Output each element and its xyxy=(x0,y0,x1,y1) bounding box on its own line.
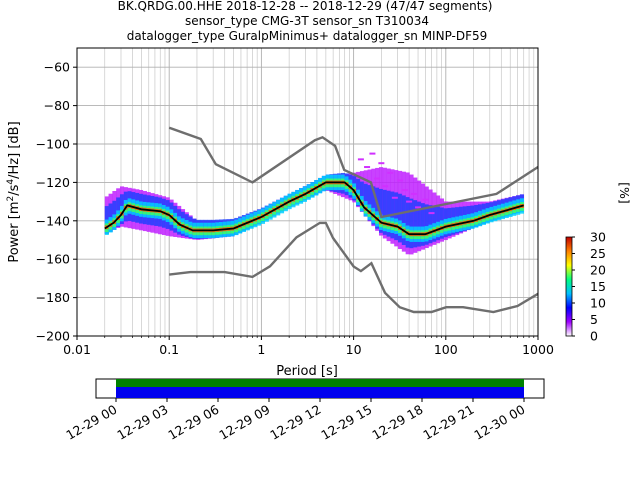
y-tick-label: −200 xyxy=(36,329,70,344)
timeline-tick-label: 12-29 12 xyxy=(267,402,323,443)
ppsd-outliers xyxy=(357,152,435,215)
title-line-1: BK.QRDG.00.HHE 2018-12-28 -- 2018-12-29 … xyxy=(118,0,493,13)
density-cell xyxy=(386,190,391,237)
mode-curve-line xyxy=(104,181,524,236)
colorbar-tick-label: 30 xyxy=(590,230,606,245)
density-cell xyxy=(420,203,425,246)
density-cell xyxy=(409,198,414,249)
colorbar-label: [%] xyxy=(617,182,632,204)
colorbar-tick-label: 5 xyxy=(590,312,598,327)
x-tick-label: 10 xyxy=(346,342,362,357)
density-cell xyxy=(367,185,372,221)
y-tick-label: −180 xyxy=(36,290,70,305)
y-tick-label: −160 xyxy=(36,252,70,267)
density-cell xyxy=(398,193,403,243)
y-tick-label: −140 xyxy=(36,213,70,228)
main-plot: 0.01 0.1 1 10 100 1000 −200 −180 −160 −140 −120 −1… xyxy=(36,47,554,357)
plot-frame xyxy=(76,47,539,337)
timeline-tick-label: 12-30 00 xyxy=(471,402,527,443)
outlier-point xyxy=(428,212,435,215)
density-cell xyxy=(375,187,380,229)
density-cell xyxy=(424,204,429,245)
x-axis-title: Period [s] xyxy=(276,364,338,379)
y-axis-title: Power [m2/s4/Hz] [dB] xyxy=(6,121,22,262)
density-cell xyxy=(378,188,384,233)
density-cell xyxy=(405,197,410,248)
y-tick-label: −60 xyxy=(44,60,70,75)
timeline-band-data xyxy=(116,387,524,398)
timeline-tick-label: 12-29 03 xyxy=(114,402,170,443)
outlier-point xyxy=(387,171,394,174)
title-line-3: datalogger_type GuralpMinimus+ datalogge… xyxy=(127,29,488,43)
density-cell xyxy=(401,195,406,245)
timeline-tick-label: 12-29 00 xyxy=(63,402,119,443)
outlier-point xyxy=(391,196,398,199)
ylabel-text: Power [m xyxy=(7,201,22,262)
ylabel-superscript: 2 xyxy=(6,196,16,202)
outlier-point xyxy=(422,198,429,201)
x-tick-label: 0.01 xyxy=(63,342,91,357)
outlier-point xyxy=(401,189,408,192)
ylabel-text: /Hz] [dB] xyxy=(7,121,22,179)
y-axis-ticks: −200 −180 −160 −140 −120 −100 −80 −60 xyxy=(36,60,77,344)
colorbar-tick-label: 15 xyxy=(590,279,606,294)
outlier-point xyxy=(378,162,385,165)
timeline-tick-label: 12-29 15 xyxy=(318,402,374,443)
outlier-point xyxy=(382,185,389,188)
y-tick-label: −120 xyxy=(36,175,70,190)
high-noise-model-line xyxy=(168,126,539,219)
density-cell xyxy=(428,205,433,244)
title-line-2: sensor_type CMG-3T sensor_sn T310034 xyxy=(185,14,429,28)
colorbar-tick-label: 0 xyxy=(590,329,598,344)
colorbar-tick-label: 10 xyxy=(590,296,606,311)
x-tick-label: 1 xyxy=(257,342,265,357)
x-axis-ticks: 0.01 0.1 1 10 100 1000 xyxy=(63,336,554,357)
colorbar-tick-label: 20 xyxy=(590,263,606,278)
density-cell xyxy=(363,183,368,217)
density-cell xyxy=(382,189,387,235)
x-tick-label: 100 xyxy=(434,342,458,357)
ylabel-superscript: 4 xyxy=(6,179,16,185)
timeline-tick-label: 12-29 21 xyxy=(420,402,476,443)
outlier-point xyxy=(374,177,381,180)
density-cell xyxy=(394,192,399,241)
density-cell xyxy=(417,201,422,247)
low-noise-model-line xyxy=(169,221,539,314)
x-tick-label: 1000 xyxy=(522,342,554,357)
timeline-tick-label: 12-29 09 xyxy=(216,402,272,443)
x-tick-label: 0.1 xyxy=(159,342,179,357)
outlier-point xyxy=(364,166,371,169)
density-cell xyxy=(413,200,418,248)
y-tick-label: −100 xyxy=(36,137,70,152)
colorbar-tick-label: 25 xyxy=(590,246,606,261)
noise-models xyxy=(168,126,539,314)
colorbar-gradient xyxy=(565,236,573,337)
outlier-point xyxy=(357,158,364,161)
density-cell xyxy=(371,186,376,225)
outlier-point xyxy=(410,192,417,195)
mode-curve xyxy=(104,181,524,236)
timeline-band-used xyxy=(116,379,524,387)
timeline-tick-label: 12-29 18 xyxy=(369,402,425,443)
outlier-point xyxy=(415,206,422,209)
ylabel-text: /s xyxy=(7,184,22,195)
outlier-point xyxy=(369,152,376,155)
outlier-point xyxy=(397,179,404,182)
y-tick-label: −80 xyxy=(44,98,70,113)
timeline-tick-label: 12-29 06 xyxy=(165,402,221,443)
grid-lines xyxy=(76,48,538,337)
outlier-point xyxy=(406,200,413,203)
